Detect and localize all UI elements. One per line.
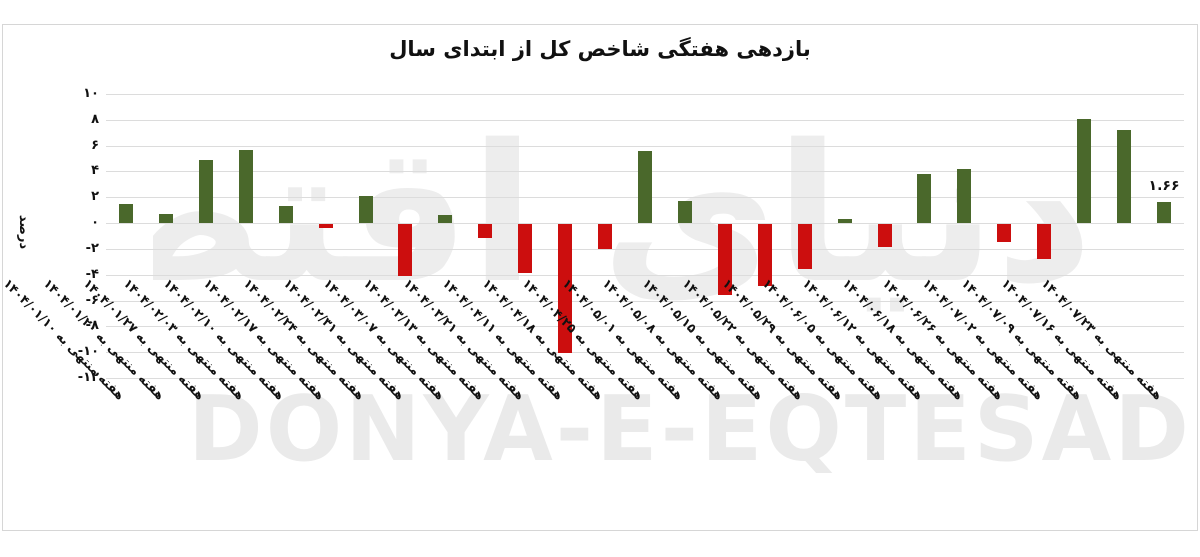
gridline [106,145,1184,147]
bar [1037,224,1052,259]
y-tick-label: ۸ [91,111,99,127]
gridline [106,274,1184,276]
bar [278,206,293,224]
bar [917,174,932,224]
bar [1157,201,1172,224]
bar [318,224,333,228]
y-tick-label: ۱۰ [83,86,99,101]
bar [1117,130,1132,224]
y-tick-label: -۱۲ [77,370,99,385]
y-tick-label: -۸ [85,318,99,334]
bar [558,224,573,354]
y-tick-label: -۶ [85,292,99,308]
gridline [106,223,1184,225]
bar [198,159,213,224]
bar [598,224,613,249]
y-tick-label: -۱۰ [77,344,99,360]
gridline [106,119,1184,121]
watermark-persian-text: دنیای اقتصاد [153,104,1093,325]
chart-title: بازدهی هفتگی شاخص کل از ابتدای سال [389,37,811,61]
gridline [106,94,1184,95]
bar [118,203,133,224]
bar [837,219,852,224]
gridline [106,326,1184,328]
gridline [106,352,1184,354]
y-tick-label: -۴ [85,266,99,282]
bar [358,195,373,224]
watermark-latin-text: DONYA-E-EQTESAD [188,377,1192,482]
bar-value-label: ۱.۶۶ [1148,177,1180,194]
gridline [106,300,1184,302]
bar [877,224,892,248]
bar [717,224,732,296]
y-tick-label: ۴ [91,163,99,179]
bar [518,224,533,274]
y-tick-label: ۰ [91,215,99,231]
bar [677,201,692,224]
bar [638,150,652,224]
bar [1077,118,1092,224]
bar [757,224,772,287]
y-tick-label: ۲ [91,189,99,205]
chart-card: دنیای اقتصاد DONYA-E-EQTESAD بازدهی هفتگ… [2,24,1198,531]
gridline [106,378,1184,379]
y-tick-label: -۲ [85,240,99,256]
gridline [106,248,1184,250]
bar [238,149,253,224]
y-tick-label: ۶ [91,137,99,153]
bar [478,224,493,239]
plot-area [106,94,1184,378]
bar [797,224,812,270]
bar [957,168,972,224]
bar [438,215,453,224]
bar [158,214,173,224]
bar [398,224,413,276]
bars-layer: هفته منتهی به ۱۴۰۴/۰۱/۱۰ هفته منتهی به ۱۴… [3,25,1197,530]
bar [997,224,1012,243]
